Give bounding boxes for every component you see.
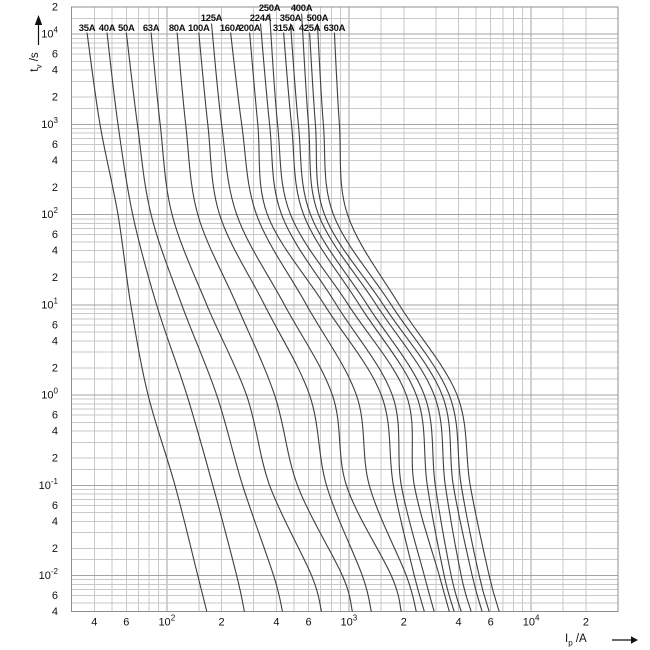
y-axis-up-arrow-icon: [34, 15, 43, 45]
curve-label-35A: 35A: [79, 23, 96, 34]
y-tick-label: 4: [52, 65, 58, 77]
y-axis-title-unit: /s: [29, 52, 41, 62]
y-tick-label: 10-1: [39, 477, 59, 492]
x-tick-label: 6: [123, 617, 129, 629]
x-tick-label: 4: [91, 617, 97, 629]
x-tick-label: 2: [401, 617, 407, 629]
curve-label-350A: 350A: [280, 13, 302, 24]
curve-500A: [316, 23, 490, 612]
curve-label-500A: 500A: [307, 13, 329, 24]
curve-63A: [150, 32, 323, 612]
curve-label-315A: 315A: [273, 23, 295, 34]
x-tick-label: 2: [219, 617, 225, 629]
x-tick-label: 2: [583, 617, 589, 629]
y-tick-label: 2: [52, 2, 58, 14]
x-tick-label: 103: [341, 614, 358, 629]
curve-label-160A: 160A: [220, 23, 242, 34]
y-tick-label: 100: [41, 387, 58, 402]
y-tick-label: 103: [41, 116, 58, 131]
x-tick-label: 4: [273, 617, 279, 629]
curve-400A: [301, 13, 472, 612]
curve-350A: [289, 23, 462, 612]
y-tick-label: 6: [52, 590, 58, 602]
x-tick-label: 104: [523, 614, 540, 629]
x-tick-label: 6: [305, 617, 311, 629]
y-tick-label: 2: [52, 272, 58, 284]
y-tick-label: 4: [52, 516, 58, 528]
x-axis-right-arrow-icon: [612, 636, 638, 644]
curve-160A: [230, 32, 417, 612]
curve-315A: [283, 32, 455, 612]
x-axis-title-subscript: p: [568, 638, 573, 648]
y-tick-label: 4: [52, 606, 58, 618]
plot-border: [71, 6, 619, 612]
y-tick-label: 6: [52, 410, 58, 422]
curve-label-630A: 630A: [324, 23, 346, 34]
y-axis-title: tv /s: [29, 42, 43, 82]
grid: [71, 7, 618, 612]
y-tick-label: 2: [52, 453, 58, 465]
y-axis-title-symbol: t: [29, 68, 41, 72]
y-tick-label: 6: [52, 229, 58, 241]
y-tick-label: 6: [52, 139, 58, 151]
curve-label-50A: 50A: [118, 23, 135, 34]
curve-label-425A: 425A: [299, 23, 321, 34]
y-tick-label: 101: [41, 296, 58, 311]
y-tick-label: 102: [41, 206, 58, 221]
y-tick-label: 2: [52, 92, 58, 104]
curve-35A: [86, 32, 208, 612]
y-tick-label: 2: [52, 543, 58, 555]
curve-label-40A: 40A: [99, 23, 116, 34]
y-tick-label: 10-2: [39, 567, 59, 582]
y-tick-label: 6: [52, 500, 58, 512]
curve-label-63A: 63A: [143, 23, 160, 34]
curve-label-250A: 250A: [259, 3, 281, 14]
y-tick-label: 2: [52, 182, 58, 194]
y-axis-title-subscript: v: [34, 64, 44, 69]
curve-label-125A: 125A: [201, 13, 223, 24]
curve-224A: [259, 23, 435, 612]
curve-label-100A: 100A: [188, 23, 210, 34]
curve-label-80A: 80A: [169, 23, 186, 34]
y-tick-label: 4: [52, 245, 58, 257]
x-tick-label: 6: [488, 617, 494, 629]
curve-label-200A: 200A: [239, 23, 261, 34]
x-tick-label: 4: [456, 617, 462, 629]
y-tick-label: 4: [52, 335, 58, 347]
curve-630A: [333, 32, 500, 612]
curve-label-224A: 224A: [250, 13, 272, 24]
curve-425A: [309, 32, 483, 612]
y-tick-label: 6: [52, 319, 58, 331]
y-tick-label: 6: [52, 49, 58, 61]
y-tick-label: 104: [41, 26, 58, 41]
curve-250A: [269, 13, 450, 612]
x-axis-title-symbol: I: [565, 633, 569, 645]
curve-40A: [106, 32, 245, 612]
curve-50A: [125, 32, 284, 612]
y-tick-label: 4: [52, 155, 58, 167]
y-tick-label: 4: [52, 426, 58, 438]
y-tick-label: 2: [52, 363, 58, 375]
x-axis-title-unit: /A: [575, 633, 587, 645]
x-tick-label: 102: [158, 614, 175, 629]
x-axis-title: Ip /A: [565, 633, 587, 647]
curve-200A: [249, 32, 425, 612]
curve-100A: [198, 32, 372, 612]
curve-label-400A: 400A: [291, 3, 313, 14]
curve-80A: [176, 32, 353, 612]
curve-125A: [210, 23, 402, 612]
